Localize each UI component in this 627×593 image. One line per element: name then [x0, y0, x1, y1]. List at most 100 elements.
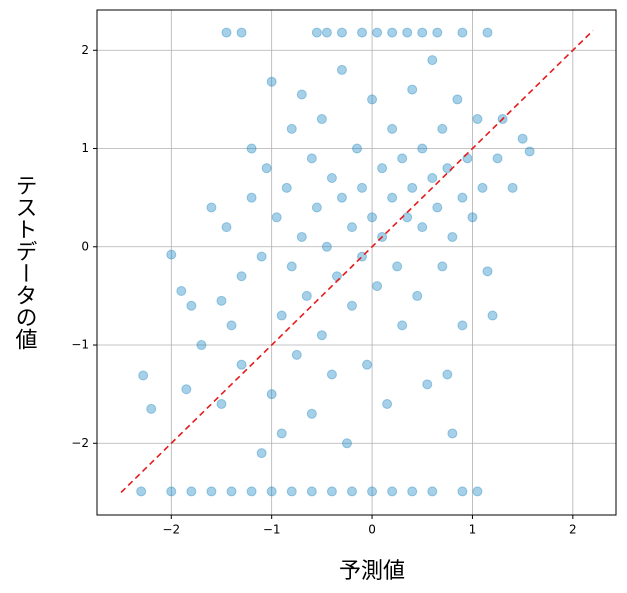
scatter-point: [387, 27, 398, 38]
scatter-point: [341, 438, 352, 449]
scatter-point: [331, 271, 342, 282]
plot-frame: [96, 9, 617, 516]
scatter-point: [447, 428, 458, 439]
scatter-point: [407, 182, 418, 193]
scatter-point: [462, 153, 473, 164]
scatter-point: [346, 300, 357, 311]
scatter-point: [236, 27, 247, 38]
scatter-point: [321, 27, 332, 38]
scatter-point: [146, 403, 157, 414]
scatter-point: [442, 163, 453, 174]
scatter-point: [236, 359, 247, 370]
scatter-point: [296, 89, 307, 100]
scatter-point: [417, 222, 428, 233]
scatter-point: [382, 398, 393, 409]
y-tick-label: −1: [71, 338, 89, 352]
scatter-point: [346, 222, 357, 233]
scatter-point: [437, 123, 448, 134]
scatter-point: [271, 212, 282, 223]
scatter-point: [377, 163, 388, 174]
scatter-point: [442, 369, 453, 380]
scatter-point: [246, 192, 257, 203]
scatter-point: [291, 349, 302, 360]
scatter-point: [266, 76, 277, 87]
scatter-point: [412, 290, 423, 301]
scatter-point: [432, 27, 443, 38]
reference-line: [120, 30, 594, 493]
scatter-point: [397, 320, 408, 331]
scatter-point: [281, 182, 292, 193]
scatter-point: [336, 27, 347, 38]
scatter-point: [417, 27, 428, 38]
scatter-point: [316, 330, 327, 341]
scatter-point: [216, 398, 227, 409]
scatter-point: [226, 486, 237, 497]
x-tick-label: 1: [469, 523, 477, 537]
scatter-point: [221, 27, 232, 38]
scatter-point: [321, 241, 332, 252]
scatter-point: [447, 231, 458, 242]
scatter-point: [296, 231, 307, 242]
scatter-point: [196, 340, 207, 351]
scatter-point: [367, 212, 378, 223]
scatter-point: [427, 173, 438, 184]
scatter-point: [336, 64, 347, 75]
scatter-point: [186, 486, 197, 497]
scatter-point: [186, 300, 197, 311]
scatter-point: [166, 249, 177, 260]
scatter-point: [326, 486, 337, 497]
scatter-point: [206, 202, 217, 213]
scatter-point: [457, 192, 468, 203]
scatter-point: [261, 163, 272, 174]
scatter-point: [487, 310, 498, 321]
scatter-point: [266, 389, 277, 400]
scatter-point: [266, 486, 277, 497]
scatter-point: [166, 486, 177, 497]
scatter-point: [387, 486, 398, 497]
scatter-point: [352, 143, 363, 154]
scatter-point: [181, 384, 192, 395]
scatter-point: [206, 486, 217, 497]
scatter-point: [216, 295, 227, 306]
scatter-point: [246, 143, 257, 154]
scatter-point: [326, 173, 337, 184]
y-tick-label: 0: [81, 239, 89, 253]
scatter-point: [457, 27, 468, 38]
scatter-point: [397, 153, 408, 164]
scatter-point: [357, 182, 368, 193]
scatter-point: [276, 428, 287, 439]
scatter-point: [306, 486, 317, 497]
scatter-point: [392, 261, 403, 272]
scatter-point: [427, 55, 438, 66]
scatter-point: [367, 94, 378, 105]
scatter-point: [346, 486, 357, 497]
scatter-point: [301, 290, 312, 301]
scatter-point: [387, 123, 398, 134]
scatter-point: [402, 212, 413, 223]
scatter-point: [517, 133, 528, 144]
scatter-point: [286, 486, 297, 497]
scatter-point: [357, 27, 368, 38]
scatter-point: [367, 486, 378, 497]
scatter-point: [326, 369, 337, 380]
scatter-point: [472, 114, 483, 125]
scatter-point: [492, 153, 503, 164]
scatter-point: [362, 359, 373, 370]
scatter-point: [432, 202, 443, 213]
x-tick-label: −2: [162, 523, 180, 537]
scatter-point: [311, 202, 322, 213]
y-tick-label: 2: [81, 43, 89, 57]
scatter-point: [286, 261, 297, 272]
scatter-point: [136, 486, 147, 497]
scatter-point: [372, 27, 383, 38]
scatter-point: [422, 379, 433, 390]
scatter-point: [226, 320, 237, 331]
scatter-point: [417, 143, 428, 154]
scatter-point: [306, 153, 317, 164]
scatter-point: [467, 212, 478, 223]
x-tick-label: 0: [368, 523, 376, 537]
scatter-point: [507, 182, 518, 193]
x-tick-label: 2: [569, 523, 577, 537]
scatter-point: [286, 123, 297, 134]
